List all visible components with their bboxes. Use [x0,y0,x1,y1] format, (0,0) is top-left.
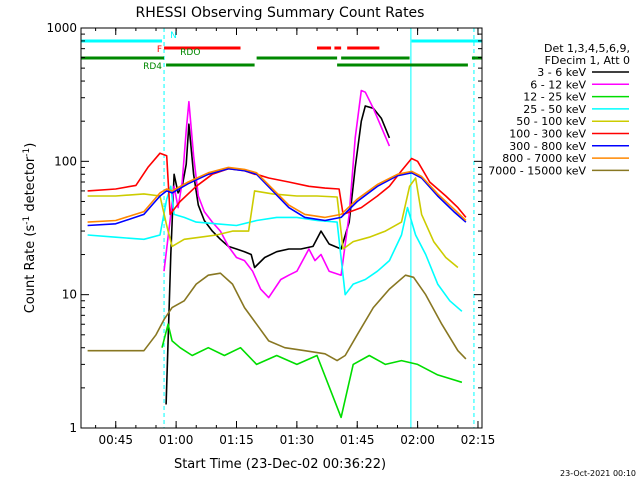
series-line-6 [87,167,467,227]
x-tick-label-2: 01:15 [219,433,254,447]
x-tick-label-4: 01:45 [340,433,375,447]
y-tick-label-1: 10 [62,288,77,302]
y-axis-label-rest: detector [23,156,38,216]
x-tick-label-5: 02:00 [400,433,435,447]
series-line-1 [163,89,391,299]
y-axis-label-main: Count Rate (s [23,225,38,314]
plot-clip-group [87,28,475,428]
y-axis-label: Count Rate (s-1 detector-1) [22,143,38,314]
legend: Det 1,3,4,5,6,9, FDecim 1, Att 0 3 - 6 k… [488,42,630,177]
legend-label-3: 25 - 50 keV [523,103,586,116]
legend-label-4: 50 - 100 keV [516,115,586,128]
plot-frame [80,27,483,429]
legend-header-line-2: FDecim 1, Att 0 [545,54,630,67]
x-tick-label-3: 01:30 [280,433,315,447]
y-axis-label-close: ) [23,143,38,148]
legend-label-6: 300 - 800 keV [509,140,586,153]
legend-label-5: 100 - 300 keV [509,128,586,141]
chart-title: RHESSI Observing Summary Count Rates [136,5,425,21]
series-line-0 [165,105,391,405]
legend-label-2: 12 - 25 keV [523,91,586,104]
series-line-5 [87,152,467,218]
y-tick-label-0: 1 [69,421,77,435]
axis-ticks: 00:45 01:00 01:15 01:30 01:45 02:00 02:15 1 10 10… [46,21,495,447]
legend-label-7: 800 - 7000 keV [502,152,586,165]
plot-area: NF RDO RD4 [81,28,482,428]
series-line-2 [161,323,463,419]
series-line-7 [87,166,467,223]
x-axis-label: Start Time (23-Dec-02 00:36:22) [174,457,386,472]
legend-label-1: 6 - 12 keV [530,78,586,91]
y-axis-label-sup: -1 [22,216,32,225]
legend-label-0: 3 - 6 keV [537,66,586,79]
bar-label-n: N [170,31,177,41]
y-tick-label-3: 1000 [46,21,77,35]
bar-label-f: F [157,45,162,55]
legend-header-line-1: Det 1,3,4,5,6,9, [544,42,630,55]
y-tick-label-2: 100 [54,154,77,168]
footer-timestamp: 23-Oct-2021 00:10 [560,469,636,478]
y-axis-label-sup2: -1 [22,148,32,157]
legend-label-8: 7000 - 15000 keV [488,164,586,177]
x-tick-label-6: 02:15 [461,433,496,447]
x-tick-label-1: 01:00 [159,433,194,447]
series-line-8 [87,272,467,362]
x-tick-label-0: 00:45 [98,433,133,447]
bar-label-rd4: RD4 [143,62,162,72]
bar-label-rdo: RDO [180,48,200,58]
series-line-4 [87,177,459,269]
